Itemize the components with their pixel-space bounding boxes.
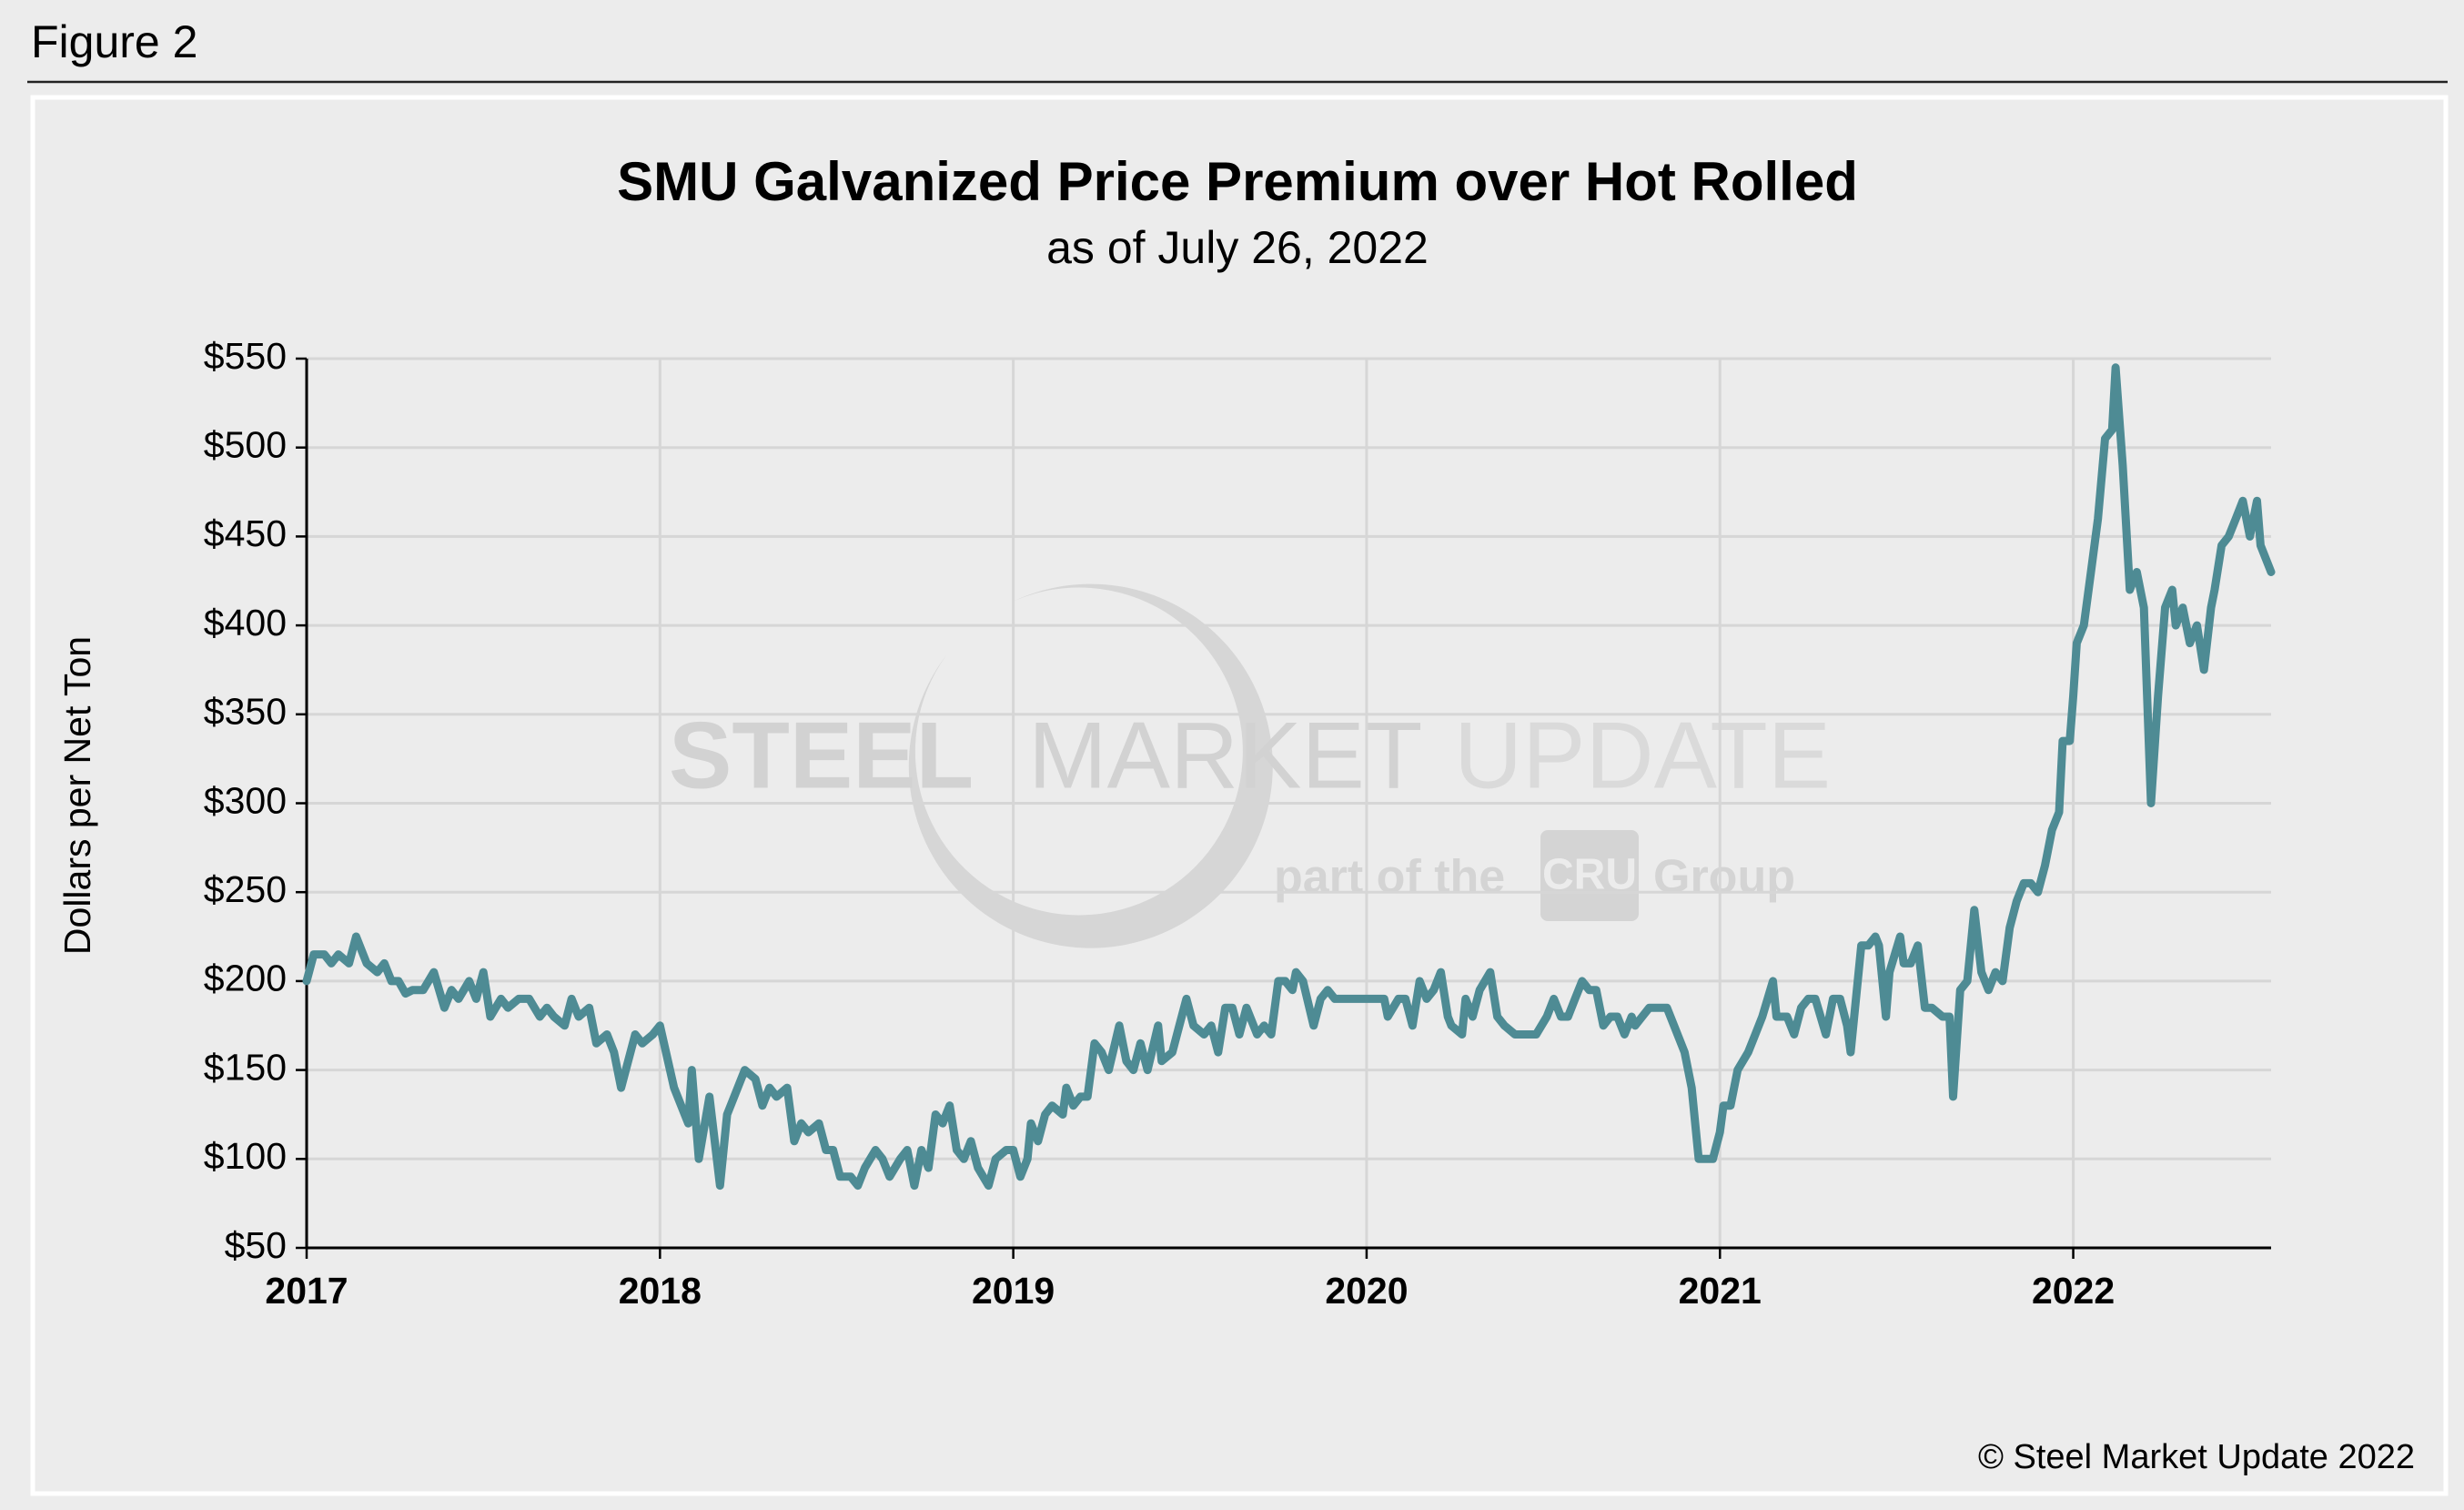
x-tick-label: 2022	[2032, 1270, 2115, 1312]
figure-label: Figure 2	[31, 16, 197, 67]
x-tick-label: 2017	[265, 1270, 348, 1312]
y-tick-label: $200	[204, 958, 287, 999]
watermark-group: Group	[1653, 851, 1795, 904]
y-tick-label: $450	[204, 512, 287, 554]
x-tick-label: 2018	[619, 1270, 702, 1312]
watermark-brand: UPDATE	[1454, 703, 1831, 808]
x-tick-label: 2020	[1325, 1270, 1408, 1312]
data-line	[302, 363, 2276, 1191]
chart-title: SMU Galvanized Price Premium over Hot Ro…	[617, 151, 1858, 212]
y-tick-label: $250	[204, 868, 287, 910]
watermark-tagline: part of the	[1274, 851, 1505, 904]
y-tick-label: $50	[225, 1224, 287, 1266]
y-tick-label: $350	[204, 691, 287, 733]
chart-subtitle: as of July 26, 2022	[1046, 222, 1429, 273]
watermark-logo-box	[1540, 830, 1639, 921]
x-tick-label: 2021	[1679, 1270, 1762, 1312]
copyright: © Steel Market Update 2022	[1978, 1438, 2415, 1476]
watermark-brand: MARKET	[1028, 703, 1422, 808]
y-tick-label: $300	[204, 779, 287, 821]
x-tick-label: 2019	[972, 1270, 1055, 1312]
y-axis-title: Dollars per Net Ton	[56, 636, 98, 955]
y-tick-label: $500	[204, 424, 287, 466]
y-tick-label: $550	[204, 335, 287, 377]
y-tick-label: $400	[204, 602, 287, 644]
watermark-brand: STEEL	[669, 703, 974, 808]
y-tick-label: $150	[204, 1046, 287, 1088]
y-tick-label: $100	[204, 1135, 287, 1177]
